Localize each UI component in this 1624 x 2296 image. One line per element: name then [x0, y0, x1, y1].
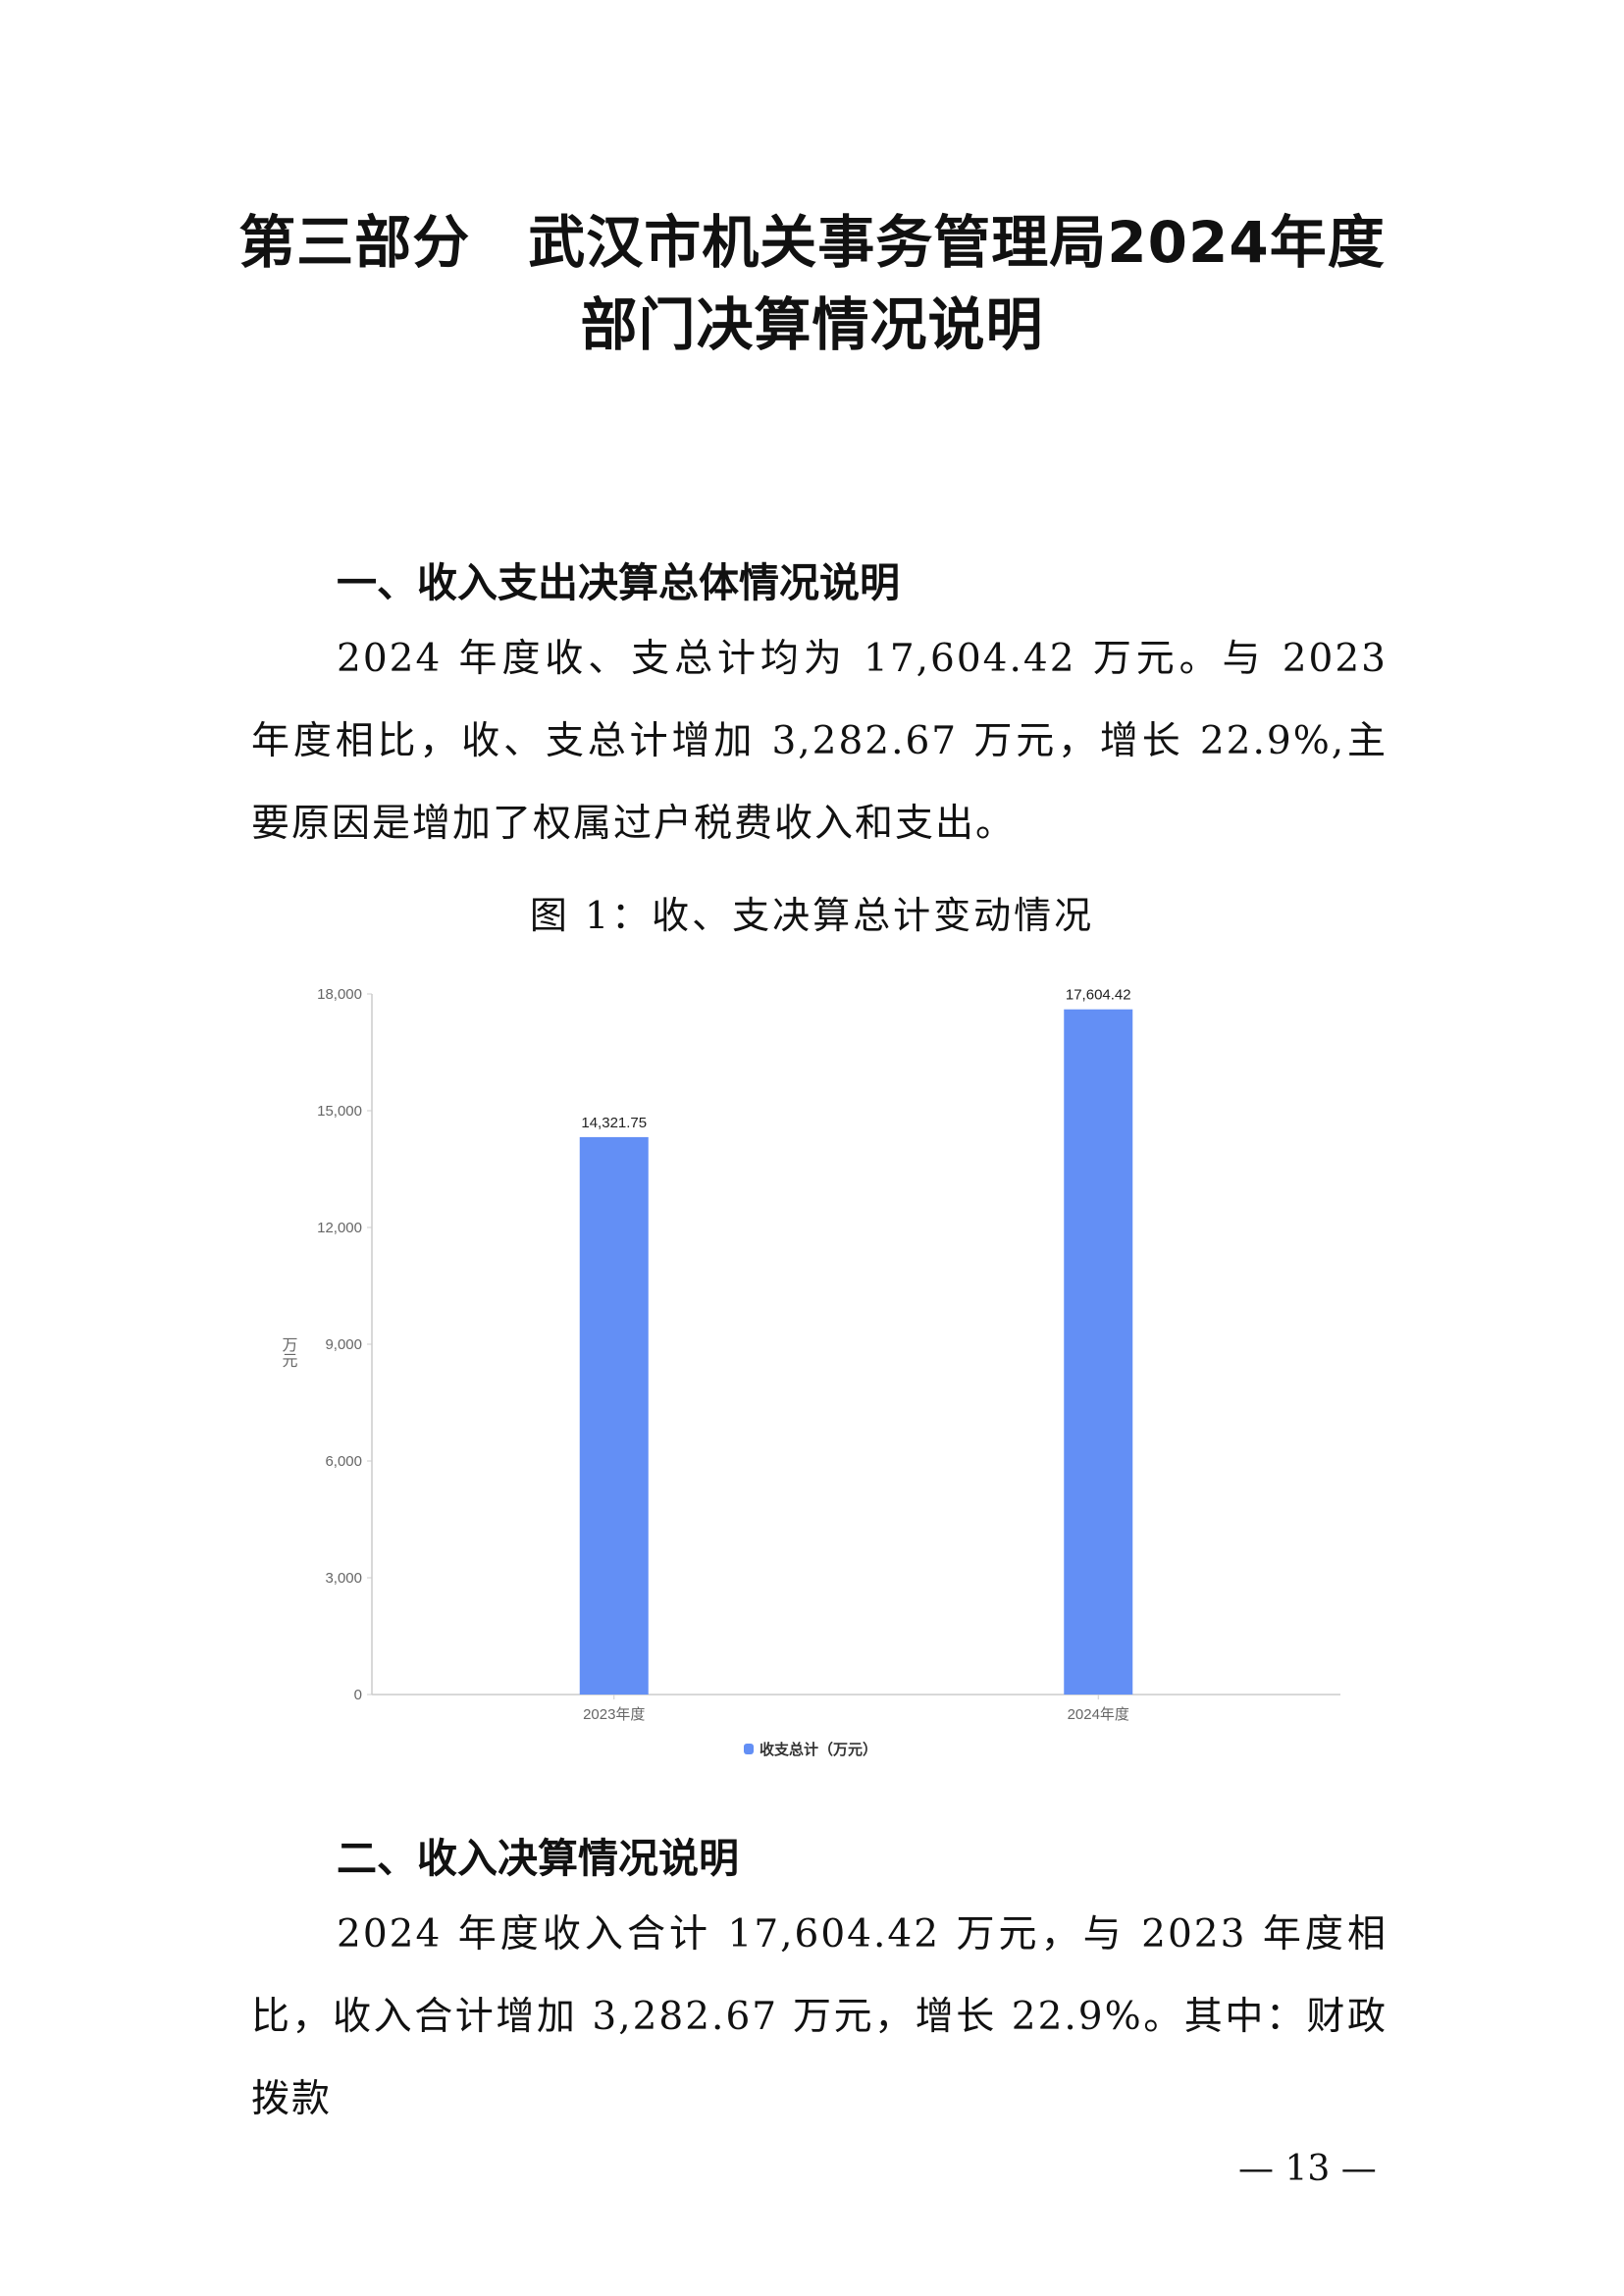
page-number: — 13 —	[1238, 2149, 1377, 2189]
section-1-paragraph: 2024 年度收、支总计均为 17,604.42 万元。与 2023 年度相比，…	[251, 637, 1388, 846]
legend-swatch	[744, 1744, 754, 1754]
y-tick-label: 0	[354, 1687, 362, 1703]
y-tick-label: 9,000	[325, 1336, 362, 1353]
bar	[1064, 1009, 1133, 1695]
figure-caption: 图 1：收、支决算总计变动情况	[529, 894, 1095, 937]
section-2-paragraph: 2024 年度收入合计 17,604.42 万元，与 2023 年度相比，收入合…	[251, 1912, 1388, 2121]
x-tick-label: 2023年度	[583, 1706, 645, 1723]
y-tick-label: 12,000	[317, 1220, 362, 1236]
y-tick-label: 18,000	[317, 986, 362, 1003]
legend-label: 收支总计（万元）	[760, 1741, 877, 1758]
section-heading-2: 二、收入决算情况说明	[337, 1835, 739, 1882]
y-tick-label: 15,000	[317, 1103, 362, 1120]
bar	[579, 1136, 649, 1695]
y-tick-label: 3,000	[325, 1570, 362, 1587]
data-label: 14,321.75	[581, 1115, 647, 1131]
y-tick-label: 6,000	[325, 1453, 362, 1470]
y-axis-label: 万元	[280, 1336, 298, 1368]
data-label: 17,604.42	[1066, 987, 1131, 1004]
section-heading-1: 一、收入支出决算总体情况说明	[337, 559, 900, 606]
x-tick-label: 2024年度	[1068, 1706, 1129, 1723]
page-title: 第三部分 武汉市机关事务管理局2024年度部门决算情况说明	[238, 209, 1386, 358]
